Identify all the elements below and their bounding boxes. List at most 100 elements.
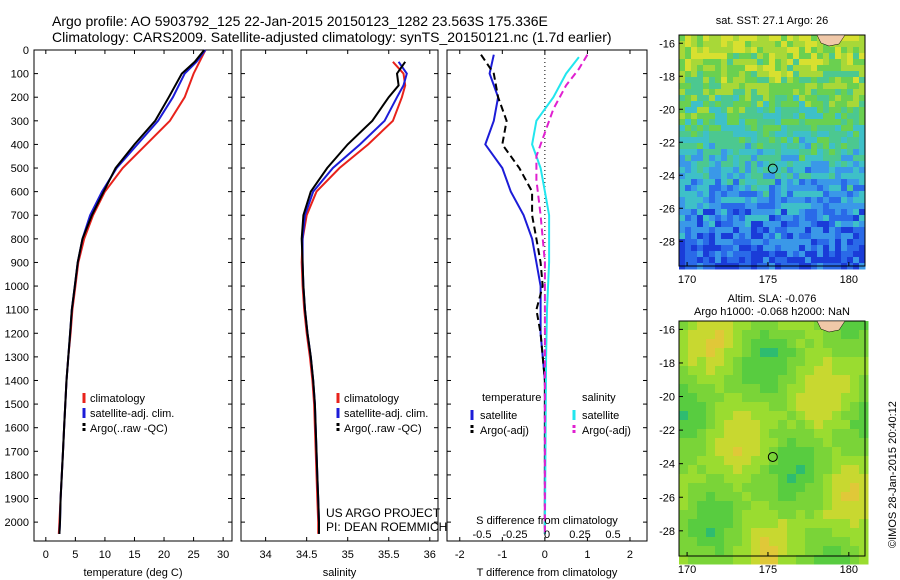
sla_map-cell	[751, 420, 761, 430]
sla_map-cell	[787, 393, 797, 403]
sst_map-cell	[805, 71, 812, 78]
sla_map-cell	[832, 447, 842, 457]
sst_map-cell	[787, 47, 794, 54]
sla_map-cell	[787, 510, 797, 520]
sst_map-cell	[805, 83, 812, 90]
sst_map-cell	[841, 41, 848, 48]
sst_map-xtick-label: 170	[678, 274, 696, 286]
sst_map-cell	[739, 125, 746, 132]
sla_map-cell	[787, 546, 797, 556]
sst_map-cell	[799, 101, 806, 108]
sst_map-cell	[697, 83, 704, 90]
sst_map-cell	[751, 257, 758, 264]
sla_map-cell	[697, 510, 707, 520]
temperature-xtick-label: 20	[158, 549, 170, 561]
sst_map-cell	[853, 143, 860, 150]
sst_map-cell	[727, 167, 734, 174]
difference-series-2	[531, 56, 580, 534]
sla_map-cell	[814, 528, 824, 538]
sst_map-cell	[715, 203, 722, 210]
sst_map-cell	[859, 149, 866, 156]
sst_map-cell	[769, 143, 776, 150]
sla_map-cell	[679, 483, 689, 493]
sst_map-cell	[721, 107, 728, 114]
sla_map-cell	[769, 330, 779, 340]
sla_map-cell	[715, 348, 725, 358]
sla_map-cell	[832, 510, 842, 520]
sst_map-cell	[793, 239, 800, 246]
sst_map-cell	[805, 173, 812, 180]
sla_map-cell	[823, 501, 833, 511]
sla_map-cell	[823, 420, 833, 430]
sst_map-cell	[709, 197, 716, 204]
sst_map-cell	[841, 251, 848, 258]
sst_map-cell	[853, 77, 860, 84]
sst_map-cell	[697, 95, 704, 102]
sla_map-cell	[778, 483, 788, 493]
sla_map-cell	[787, 420, 797, 430]
sla_map-cell	[778, 456, 788, 466]
sst_map-cell	[835, 107, 842, 114]
sst_map-cell	[793, 59, 800, 66]
sst_map-cell	[763, 59, 770, 66]
sst_map-cell	[841, 83, 848, 90]
sst_map-cell	[847, 77, 854, 84]
sst_map-cell	[805, 221, 812, 228]
sst_map-cell	[685, 227, 692, 234]
diff-legend-title-s: salinity	[582, 392, 616, 404]
sst_map-cell	[691, 35, 698, 42]
sst_map-cell	[739, 83, 746, 90]
sla_map-cell	[724, 429, 734, 439]
sst_map-cell	[829, 89, 836, 96]
sla_map-cell	[760, 420, 770, 430]
sst_map-cell	[787, 185, 794, 192]
sst_map-cell	[721, 137, 728, 144]
sst_map-cell	[727, 77, 734, 84]
sst_map-cell	[787, 143, 794, 150]
sst_map-cell	[757, 245, 764, 252]
sst_map-cell	[739, 35, 746, 42]
sst_map-cell	[835, 95, 842, 102]
sla_map-cell	[859, 330, 869, 340]
sla_map-cell	[751, 465, 761, 475]
sst_map-cell	[817, 125, 824, 132]
sla_map-cell	[769, 447, 779, 457]
sst_map-cell	[859, 233, 866, 240]
temperature-ytick-label: 1300	[5, 352, 29, 364]
sst_map-cell	[727, 125, 734, 132]
sla_map-cell	[688, 402, 698, 412]
sla_map-cell	[814, 348, 824, 358]
sst_map-cell	[859, 89, 866, 96]
sla_map-cell	[724, 456, 734, 466]
sst_map-cell	[751, 149, 758, 156]
temperature-ytick-label: 800	[11, 234, 29, 246]
sst_map-cell	[781, 209, 788, 216]
sla_map-cell	[688, 429, 698, 439]
sla_map-cell	[850, 393, 860, 403]
sst_map-cell	[757, 125, 764, 132]
sst_map-cell	[799, 209, 806, 216]
sst_map-cell	[859, 131, 866, 138]
sst_map-cell	[829, 203, 836, 210]
sst_map-cell	[775, 155, 782, 162]
sla_map-cell	[823, 519, 833, 529]
imos-watermark: ©IMOS 28-Jan-2015 20:40:12	[887, 401, 899, 548]
sla_map-cell	[715, 330, 725, 340]
sst_map-cell	[823, 101, 830, 108]
sst_map-cell	[709, 257, 716, 264]
sst_map-cell	[811, 35, 818, 42]
sst_map-xtick-label: 180	[840, 274, 858, 286]
sst_map-cell	[847, 71, 854, 78]
sst_map-cell	[835, 53, 842, 60]
sla_map-cell	[760, 447, 770, 457]
sst_map-cell	[817, 203, 824, 210]
sst_map-cell	[715, 131, 722, 138]
sst_map-cell	[841, 233, 848, 240]
sla_map-cell	[850, 447, 860, 457]
sst_map-cell	[709, 179, 716, 186]
sst_map-cell	[745, 35, 752, 42]
sla_map-cell	[805, 465, 815, 475]
sla_map-cell	[706, 528, 716, 538]
sla_map-cell	[742, 384, 752, 394]
sst_map-cell	[829, 245, 836, 252]
